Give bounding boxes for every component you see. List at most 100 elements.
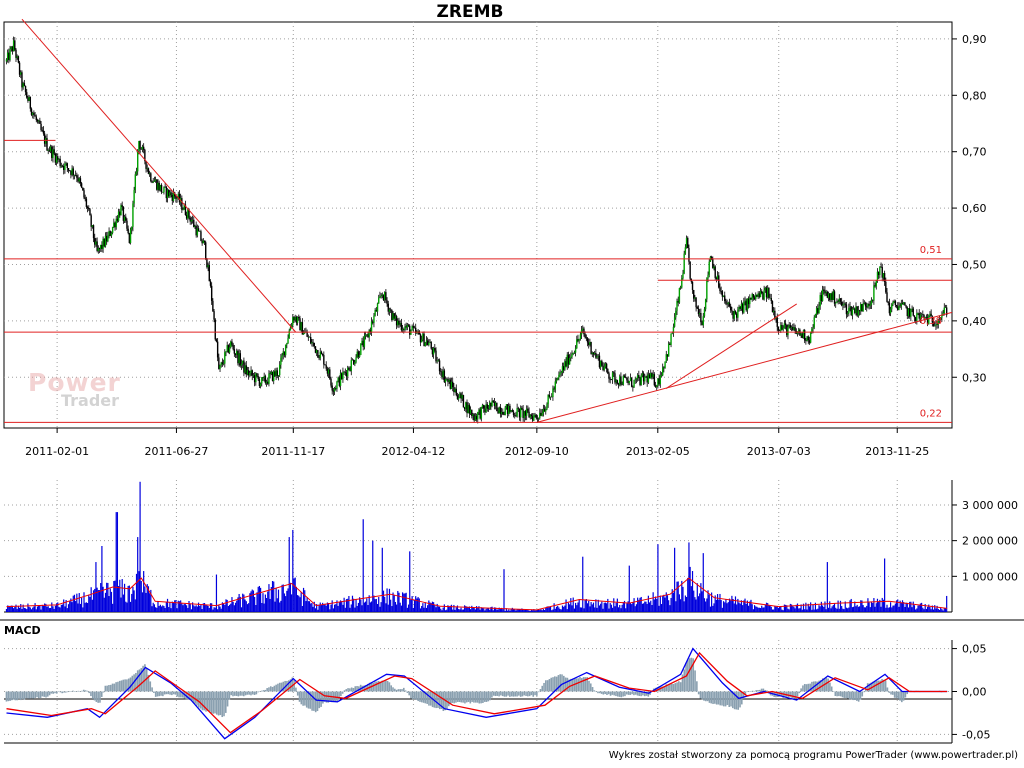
candle-body bbox=[850, 306, 852, 316]
candle-body bbox=[295, 316, 298, 323]
candle-body bbox=[486, 404, 489, 409]
candle-body bbox=[144, 149, 146, 162]
candle-body bbox=[485, 404, 487, 413]
volume-bar bbox=[394, 601, 397, 612]
candle-body bbox=[104, 235, 107, 247]
volume-bar bbox=[627, 601, 629, 612]
candle-body bbox=[893, 301, 895, 303]
macd-histogram-bar bbox=[224, 691, 227, 713]
candle-body bbox=[308, 337, 311, 338]
macd-histogram-bar bbox=[27, 691, 29, 699]
macd-histogram-bar bbox=[847, 691, 849, 699]
candle-body bbox=[640, 375, 642, 385]
candle-body bbox=[696, 307, 698, 309]
volume-bar bbox=[446, 609, 448, 612]
macd-histogram-bar bbox=[597, 691, 599, 694]
volume-bar bbox=[736, 604, 738, 612]
candle-body bbox=[806, 336, 808, 341]
candle-body bbox=[746, 298, 749, 311]
macd-histogram-bar bbox=[286, 680, 288, 692]
volume-bar bbox=[658, 605, 660, 612]
volume-bar bbox=[181, 603, 183, 612]
macd-histogram-bar bbox=[305, 691, 308, 708]
candle-body bbox=[607, 368, 609, 374]
volume-bar bbox=[520, 609, 522, 612]
candle-body bbox=[845, 304, 848, 315]
macd-histogram-bar bbox=[733, 691, 736, 710]
volume-bar bbox=[518, 609, 521, 612]
volume-bar bbox=[681, 580, 683, 612]
volume-bar bbox=[502, 609, 504, 612]
candle-body bbox=[758, 293, 761, 297]
candle-body bbox=[633, 379, 635, 388]
candle-body bbox=[150, 173, 152, 182]
candle-body bbox=[626, 378, 628, 381]
volume-bar bbox=[864, 607, 867, 612]
volume-bar bbox=[67, 604, 70, 612]
candle-body bbox=[94, 238, 96, 245]
candle-body bbox=[886, 292, 888, 302]
candle-body bbox=[37, 120, 40, 122]
volume-bar bbox=[182, 605, 184, 612]
candle-body bbox=[573, 352, 576, 354]
macd-histogram-bar bbox=[282, 681, 285, 692]
candle-body bbox=[407, 324, 410, 326]
macd-histogram-bar bbox=[712, 691, 714, 705]
volume-bar bbox=[737, 598, 739, 612]
candle-body bbox=[528, 411, 530, 418]
candle-body bbox=[209, 281, 212, 286]
candle-body bbox=[714, 266, 716, 278]
panel-frames bbox=[0, 21, 1024, 744]
macd-histogram-bar bbox=[176, 691, 179, 697]
candle-body bbox=[300, 322, 302, 331]
volume-bar bbox=[540, 609, 542, 612]
volume-average-line bbox=[6, 577, 948, 611]
macd-histogram-bar bbox=[447, 691, 450, 707]
candle-body bbox=[678, 288, 681, 303]
macd-histogram-bar bbox=[897, 691, 900, 699]
macd-histogram-bar bbox=[482, 691, 484, 703]
candle-body bbox=[43, 133, 46, 144]
candle-body bbox=[39, 120, 41, 124]
candle-body bbox=[397, 320, 399, 326]
volume-bar bbox=[676, 581, 678, 612]
volume-bar bbox=[919, 603, 922, 612]
volume-bar bbox=[898, 606, 900, 612]
volume-bar bbox=[144, 586, 146, 612]
volume-bar bbox=[240, 607, 243, 612]
candle-body bbox=[107, 234, 109, 242]
candle-body bbox=[704, 299, 707, 310]
volume-bar bbox=[211, 603, 213, 612]
volume-bar bbox=[696, 583, 698, 612]
macd-histogram-bar bbox=[100, 691, 103, 697]
candle-body bbox=[861, 304, 863, 312]
macd-histogram-bar bbox=[755, 690, 757, 692]
volume-bar bbox=[579, 607, 581, 612]
candle-body bbox=[935, 324, 937, 326]
candle-body bbox=[356, 351, 358, 358]
volume-bar bbox=[442, 607, 444, 612]
candle-body bbox=[119, 211, 121, 216]
volume-bar bbox=[608, 608, 610, 612]
volume-bar bbox=[277, 589, 280, 612]
macd-histogram-bar bbox=[845, 691, 847, 698]
macd-histogram-bar bbox=[307, 691, 310, 709]
candle-body bbox=[277, 375, 280, 377]
macd-histogram-bar bbox=[893, 691, 896, 698]
candle-body bbox=[90, 215, 92, 227]
candle-body bbox=[623, 375, 626, 378]
volume-bar bbox=[213, 607, 215, 612]
candle-body bbox=[689, 261, 691, 279]
candle-body bbox=[405, 326, 407, 328]
candle-body bbox=[531, 416, 534, 421]
volume-bar bbox=[712, 605, 714, 612]
macd-histogram-bar bbox=[323, 691, 326, 702]
candle-body bbox=[267, 381, 269, 384]
candle-body bbox=[832, 291, 835, 300]
macd-histogram-bar bbox=[523, 691, 526, 696]
candle-body bbox=[944, 307, 947, 309]
candle-body bbox=[472, 414, 474, 416]
candle-body bbox=[800, 333, 802, 336]
volume-bar bbox=[234, 602, 237, 612]
macd-histogram-bar bbox=[834, 691, 837, 696]
